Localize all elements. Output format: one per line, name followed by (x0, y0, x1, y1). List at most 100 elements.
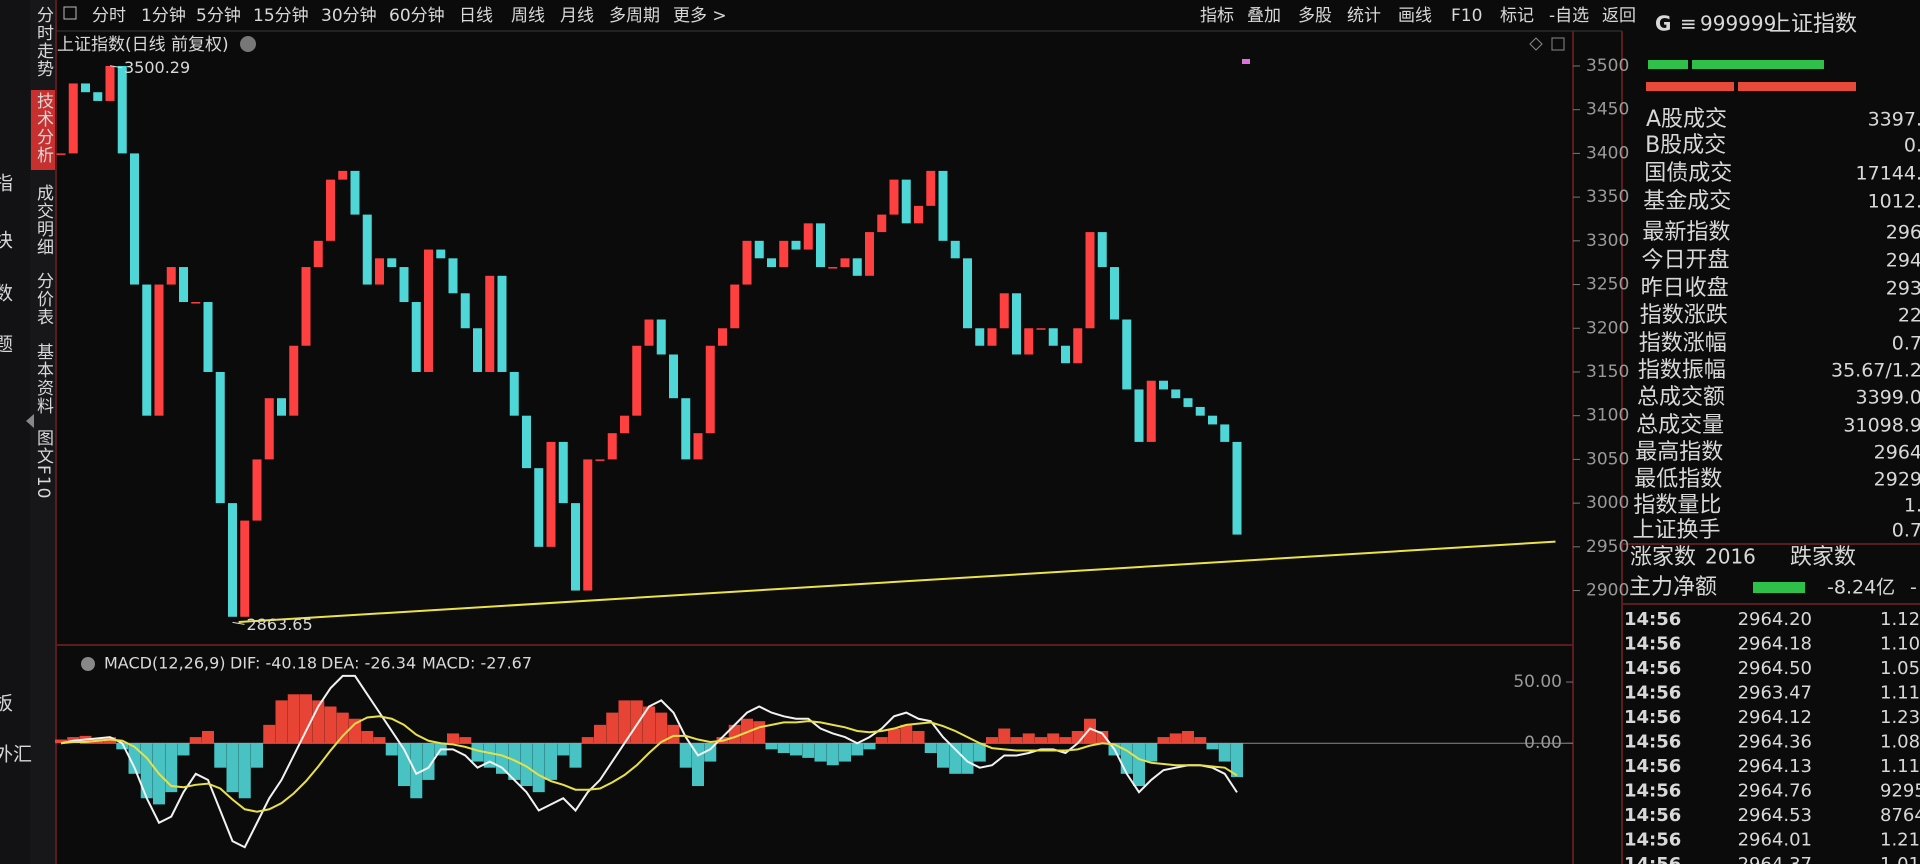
candle (767, 258, 776, 268)
collapse-arrow[interactable] (26, 414, 34, 428)
macd-bar (1169, 733, 1182, 744)
y-tick-label: 3400 (1586, 143, 1629, 163)
legend-entry: DIF: -40.18 (230, 654, 317, 673)
period-tab[interactable]: 30分钟 (321, 6, 377, 26)
macd-bar (55, 739, 67, 744)
macd-bar (447, 733, 459, 744)
trend-line (238, 540, 1556, 624)
candle (289, 345, 299, 416)
quote-label: 国债成交 (1644, 161, 1732, 186)
active-tab-bg (31, 90, 55, 170)
trade-price: 2964.50 (1738, 658, 1812, 679)
macd-bar (569, 743, 582, 768)
side-tab[interactable]: 分价表 (33, 272, 54, 326)
trade-time: 14:56 (1624, 609, 1681, 630)
macd-bar (1231, 743, 1243, 778)
diamond-icon[interactable] (1529, 37, 1543, 51)
candle (460, 293, 470, 329)
period-tab[interactable]: 分时 (92, 6, 126, 26)
period-tab[interactable]: 15分钟 (253, 6, 309, 26)
candle (1110, 267, 1119, 320)
ratio-bar (1692, 60, 1824, 69)
candle (326, 179, 335, 241)
tool-button[interactable]: 叠加 (1247, 6, 1281, 26)
quote-value: 1012. (1868, 191, 1920, 213)
candle (1048, 328, 1058, 346)
window-icon[interactable] (1551, 37, 1565, 51)
candle (620, 415, 629, 434)
candle (828, 267, 838, 269)
side-tab[interactable]: 技术分析 (33, 92, 54, 164)
macd-bar (1010, 737, 1023, 744)
macd-bar (202, 730, 214, 744)
trade-time: 14:56 (1624, 830, 1681, 851)
trade-price: 2963.47 (1738, 683, 1812, 704)
tool-button[interactable]: 多股 (1298, 6, 1332, 26)
quote-label: 上证换手 (1633, 518, 1721, 543)
candle (632, 345, 642, 416)
tool-button[interactable]: -自选 (1549, 6, 1589, 26)
trade-volume: 1.01亿 (1880, 854, 1920, 864)
candle (889, 179, 899, 215)
side-tab[interactable]: 图文F10 (33, 429, 54, 499)
macd-bar (1047, 733, 1060, 744)
macd-bar (177, 743, 190, 756)
period-tab[interactable]: 60分钟 (389, 6, 445, 26)
period-tab[interactable]: 更多 > (673, 6, 727, 26)
quote-code: 999999 (1700, 12, 1776, 36)
period-tab[interactable]: 周线 (511, 6, 545, 26)
trade-time: 14:56 (1624, 658, 1681, 679)
side-tab[interactable]: 成交明细 (33, 184, 54, 256)
candle (154, 284, 164, 416)
tool-button[interactable]: 指标 (1200, 6, 1234, 26)
candle (240, 520, 250, 617)
candle (865, 232, 874, 276)
tool-button[interactable]: 返回 (1602, 6, 1636, 26)
candle (436, 249, 446, 259)
macd-bar (1194, 737, 1207, 744)
trade-price: 2964.20 (1738, 609, 1812, 630)
edge-label: 外汇 (0, 744, 32, 766)
candle (1232, 441, 1242, 535)
quote-flag: G (1655, 12, 1671, 36)
tool-button[interactable]: 统计 (1347, 6, 1381, 26)
period-tab[interactable]: 多周期 (609, 6, 660, 26)
period-tab[interactable]: 5分钟 (196, 6, 241, 26)
tool-button[interactable]: 标记 (1500, 6, 1534, 26)
macd-bar (851, 743, 864, 756)
period-tab[interactable]: 1分钟 (141, 6, 186, 26)
candle (681, 398, 691, 460)
y-tick-label: 3500 (1586, 56, 1629, 76)
candle (840, 258, 850, 268)
marker (1242, 59, 1250, 64)
macd-bar (471, 743, 484, 762)
tool-button[interactable]: 画线 (1398, 6, 1432, 26)
quote-value: 2929 (1874, 469, 1920, 491)
quote-label: 指数振幅 (1638, 358, 1726, 383)
macd-bar (287, 694, 300, 744)
macd-bar (116, 743, 129, 750)
edge-label: 数 (0, 283, 13, 305)
macd-bar (606, 712, 619, 744)
quote-value: 294 (1886, 250, 1920, 272)
indicator-icon[interactable] (81, 657, 95, 671)
macd-bar (324, 706, 337, 744)
candle (914, 205, 923, 224)
menu-icon[interactable] (63, 6, 77, 20)
trade-volume: 9295万 (1880, 781, 1920, 802)
candle (1159, 380, 1168, 390)
macd-bar (140, 743, 153, 799)
period-tab[interactable]: 日线 (459, 6, 493, 26)
side-tab[interactable]: 基本资料 (33, 343, 54, 415)
y-tick-label: 3100 (1586, 406, 1629, 426)
dropdown-icon[interactable] (240, 36, 256, 52)
macd-bar (802, 743, 815, 758)
period-tab[interactable]: 月线 (560, 6, 594, 26)
tool-button[interactable]: F10 (1451, 6, 1482, 26)
quote-value: 3399.0 (1856, 387, 1920, 409)
quote-label: 最新指数 (1642, 220, 1730, 245)
side-tab[interactable]: 分时走势 (33, 6, 54, 78)
macd-bar (961, 743, 974, 774)
menu-icon[interactable]: ≡ (1680, 12, 1697, 36)
y-tick-label: 2900 (1586, 581, 1629, 601)
